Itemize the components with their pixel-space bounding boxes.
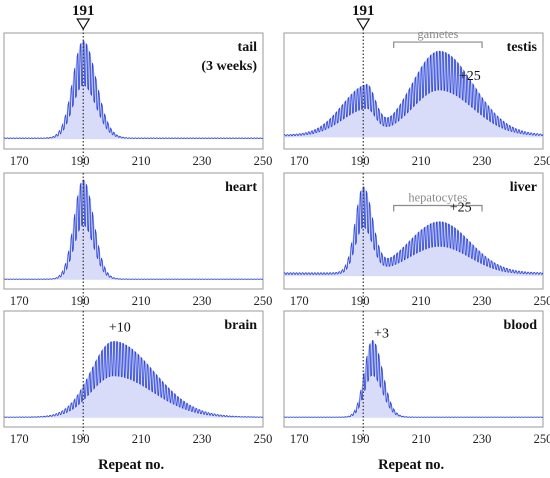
x-tick-label: 250 [534,432,550,446]
x-tick-label: 190 [351,432,370,446]
series-trace [284,339,544,418]
panel-heart: 170 190 210 230 250 heart [3,172,273,308]
group-bracket [393,204,483,212]
x-tick-label: 230 [193,432,212,446]
series-trace [284,186,544,275]
series-envelope [284,51,543,138]
x-tick-label: 170 [10,154,29,168]
x-tick-label: 190 [71,294,90,308]
x-tick-label: 230 [473,432,492,446]
series-trace [284,50,544,137]
x-tick-label: 250 [254,432,273,446]
panel-blood: 170 190 210 230 250 blood +3 Repeat no. [283,310,550,473]
x-tick-label: 250 [254,154,273,168]
x-tick-label: 250 [254,294,273,308]
x-tick-label: 210 [412,154,431,168]
group-bracket [393,41,483,49]
series-trace [4,179,264,280]
series-envelope [284,187,543,277]
x-tick-label: 250 [534,154,550,168]
x-tick-label: 190 [351,154,370,168]
x-tick-label: 170 [290,294,309,308]
marker-triangle-icon [76,18,91,31]
panel-frame [3,172,264,290]
panel-liver: 170 190 210 230 250 liver hepatocytes+25 [283,172,550,308]
x-tick-label: 170 [10,294,29,308]
x-tick-label: 210 [132,154,151,168]
shift-annotation: +25 [459,69,481,84]
shift-annotation: +10 [109,320,131,335]
x-tick-label: 230 [193,294,212,308]
x-tick-label: 210 [412,432,431,446]
panel-tail: 170 190 210 230 250 tail (3 weeks) 191 [3,3,273,168]
x-tick-label: 210 [412,294,431,308]
panel-title: heart [225,180,257,195]
group-label: hepatocytes [408,191,467,205]
x-axis-label: Repeat no. [378,457,444,473]
x-tick-label: 190 [71,154,90,168]
marker-label: 191 [352,3,375,19]
shift-annotation: +3 [374,326,389,341]
x-tick-label: 250 [534,294,550,308]
x-tick-label: 230 [473,294,492,308]
marker-label: 191 [72,3,95,19]
series-trace [4,40,264,139]
marker-triangle-icon [356,18,371,31]
panel-testis: 170 190 210 230 250 testis gametes +25 191 [283,3,550,168]
panel-frame [283,310,544,428]
x-tick-label: 210 [132,294,151,308]
x-tick-label: 170 [290,154,309,168]
series-envelope [4,41,263,140]
x-tick-label: 190 [351,294,370,308]
panel-title: tail [238,40,258,55]
panel-brain: 170 190 210 230 250 brain +10 Repeat no. [3,310,273,473]
series-trace [4,341,264,418]
x-axis-label: Repeat no. [98,457,164,473]
panel-title: blood [504,318,538,333]
group-label: gametes [417,27,458,41]
panel-title: liver [510,180,537,195]
panel-title: (3 weeks) [201,59,257,74]
x-tick-label: 230 [193,154,212,168]
x-tick-label: 190 [71,432,90,446]
shift-annotation: +25 [450,201,472,216]
x-tick-label: 170 [10,432,29,446]
panel-title: brain [224,318,257,333]
panel-frame [3,32,264,150]
x-tick-label: 230 [473,154,492,168]
panel-title: testis [507,40,538,55]
x-tick-label: 170 [290,432,309,446]
x-tick-label: 210 [132,432,151,446]
